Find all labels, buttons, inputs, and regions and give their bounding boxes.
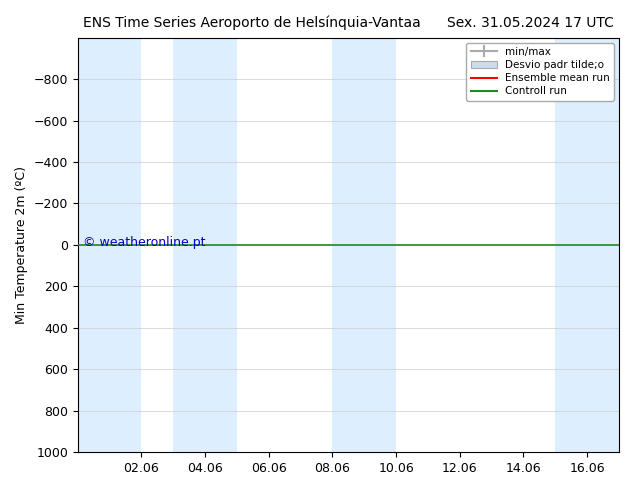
- Bar: [173, 38, 237, 452]
- Legend: min/max, Desvio padr tilde;o, Ensemble mean run, Controll run: min/max, Desvio padr tilde;o, Ensemble m…: [467, 43, 614, 100]
- Title: ENS Time Series Aeroporto de Helsínquia-Vantaa      Sex. 31.05.2024 17 UTC: ENS Time Series Aeroporto de Helsínquia-…: [83, 15, 614, 29]
- Bar: [332, 38, 396, 452]
- Text: © weatheronline.pt: © weatheronline.pt: [83, 236, 205, 249]
- Bar: [78, 38, 141, 452]
- Bar: [555, 38, 619, 452]
- Y-axis label: Min Temperature 2m (ºC): Min Temperature 2m (ºC): [15, 166, 28, 324]
